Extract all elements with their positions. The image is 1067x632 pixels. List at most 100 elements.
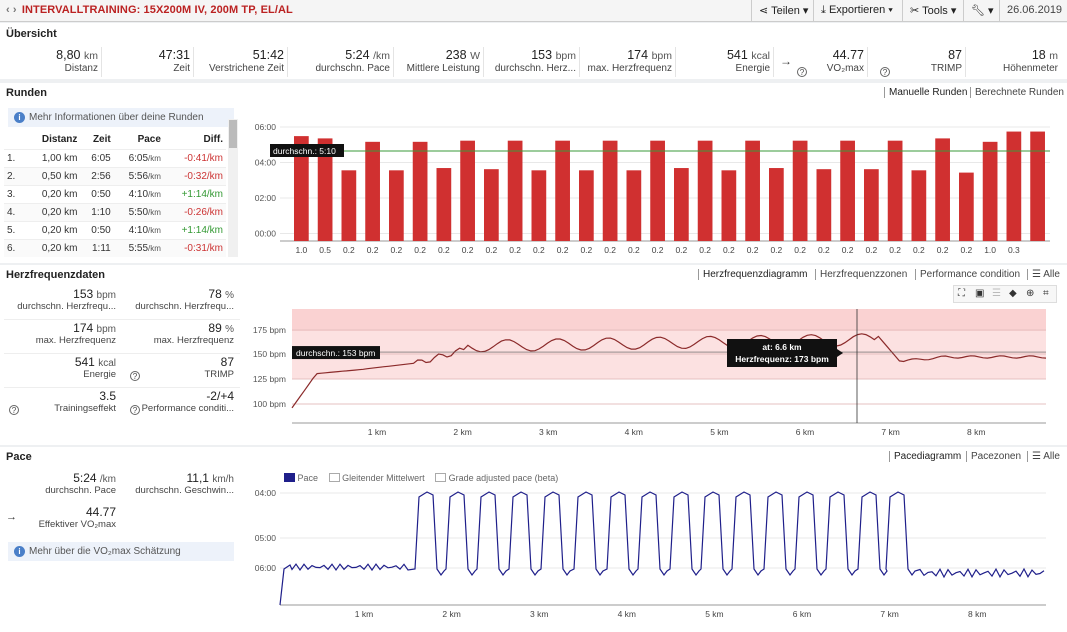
help-icon[interactable]: ?	[9, 405, 19, 415]
table-row[interactable]: 2. 0,50 km 2:56 5:56/km -0:32/km	[4, 167, 226, 185]
lap-bar[interactable]	[412, 141, 428, 241]
x-tick-label: 1 km	[368, 427, 386, 437]
lap-bar[interactable]	[864, 169, 879, 241]
lap-bar[interactable]	[531, 170, 547, 241]
laps-bar-chart[interactable]: 06:00 04:00 02:00 00:00 1.0 0.5 0.2 0.2 0.2 0.2 0.…	[244, 105, 1062, 261]
stat-unit: bpm	[555, 50, 576, 62]
export-button[interactable]: ⤓ Exportieren ▾	[813, 0, 900, 22]
lap-bar[interactable]	[602, 140, 618, 241]
hr-stat-label: max. Herzfrequenz	[35, 335, 116, 346]
col-diff[interactable]: Diff.	[203, 134, 223, 146]
lap-bar[interactable]	[365, 141, 380, 241]
table-row[interactable]: 5. 0,20 km 0:50 4:10/km +1:14/km	[4, 221, 226, 239]
wrench-button[interactable]: 🔧︎ ▾	[963, 0, 1001, 22]
stat-divider	[4, 353, 240, 354]
tag-icon[interactable]: ◆	[1009, 288, 1017, 299]
crop-icon[interactable]: ⌗	[1043, 288, 1049, 299]
lap-bar[interactable]	[721, 170, 737, 241]
lap-bar[interactable]	[436, 168, 452, 241]
lap-bar[interactable]	[341, 170, 357, 241]
save-icon[interactable]: ▣	[975, 288, 985, 299]
table-row[interactable]: 4. 0,20 km 1:10 5:50/km -0:26/km	[4, 203, 226, 221]
hr-stat-value: 541	[74, 355, 95, 369]
help-icon[interactable]: ?	[130, 371, 140, 381]
col-time[interactable]: Zeit	[92, 134, 111, 146]
legend-moving-average[interactable]: Gleitender Mittelwert	[328, 473, 425, 483]
tab-hr-all[interactable]: ☰ Alle	[1027, 269, 1060, 280]
stat-label: VO₂max	[826, 63, 864, 74]
lap-bar[interactable]	[555, 140, 570, 241]
lap-bar[interactable]	[389, 170, 404, 241]
col-pace[interactable]: Pace	[137, 134, 161, 146]
lap-bar[interactable]	[769, 168, 784, 241]
stat-value: 18	[1031, 48, 1046, 62]
lap-time: 6:05	[91, 152, 111, 164]
lap-bar[interactable]	[792, 140, 808, 241]
lap-bar[interactable]	[982, 141, 998, 241]
x-tick-label: 0.2	[462, 245, 474, 255]
tab-pace-all[interactable]: ☰ Alle	[1027, 451, 1060, 462]
pace-line[interactable]	[279, 491, 1045, 606]
arrow-right-icon: →	[780, 54, 792, 68]
col-distance[interactable]: Distanz	[41, 134, 78, 146]
table-row[interactable]: 1. 1,00 km 6:05 6:05/km -0:41/km	[4, 149, 226, 167]
y-tick-label: 04:00	[255, 158, 277, 168]
table-row[interactable]: 3. 0,20 km 0:50 4:10/km +1:14/km	[4, 185, 226, 203]
help-icon[interactable]: ?	[130, 405, 140, 415]
tab-performance-condition[interactable]: Performance condition	[915, 269, 1020, 280]
lap-bar[interactable]	[507, 140, 523, 241]
tab-hr-zones[interactable]: Herzfrequenzzonen	[815, 269, 907, 280]
lap-bar[interactable]	[674, 168, 689, 241]
lap-bar[interactable]	[816, 169, 832, 241]
lap-bar[interactable]	[650, 140, 665, 241]
lap-bar[interactable]	[460, 140, 475, 241]
legend-gap[interactable]: Grade adjusted pace (beta)	[435, 473, 558, 483]
hr-line-chart[interactable]: 175 bpm 150 bpm 125 bpm 100 bpm 1 km 2 km 3 km…	[244, 305, 1062, 445]
lap-bar[interactable]	[1006, 131, 1022, 241]
vo2max-label: Effektiver VO₂max	[38, 519, 116, 530]
lap-bar[interactable]	[626, 170, 642, 241]
lap-diff: +1:14/km	[181, 224, 223, 236]
tab-hr-diagram[interactable]: Herzfrequenzdiagramm	[698, 269, 808, 280]
lap-bar[interactable]	[294, 136, 309, 241]
lap-bar[interactable]	[579, 170, 594, 241]
laps-scrollbar-thumb[interactable]	[229, 120, 237, 148]
help-icon[interactable]: ?	[797, 67, 807, 77]
tab-pace-diagram[interactable]: Pacediagramm	[889, 451, 961, 462]
tab-manual-laps[interactable]: Manuelle Runden	[884, 87, 967, 98]
share-button[interactable]: ⋖ Teilen ▾	[751, 0, 815, 22]
x-tick-label: 0.2	[937, 245, 949, 255]
stat-divider	[675, 47, 676, 77]
laps-scrollbar[interactable]	[228, 119, 238, 257]
laps-info-box[interactable]: i Mehr Informationen über deine Runden	[8, 108, 234, 127]
chevron-right-icon[interactable]: ›	[12, 4, 17, 16]
lap-bar[interactable]	[887, 140, 903, 241]
lap-bar[interactable]	[745, 140, 760, 241]
table-row[interactable]: 6. 0,20 km 1:11 5:55/km -0:31/km	[4, 239, 226, 257]
tab-pace-zones[interactable]: Pacezonen	[966, 451, 1021, 462]
lap-bar[interactable]	[1030, 131, 1045, 241]
lap-bar[interactable]	[935, 138, 950, 241]
lap-bar[interactable]	[911, 170, 927, 241]
lap-bar[interactable]	[840, 140, 855, 241]
help-icon[interactable]: ?	[880, 67, 890, 77]
pace-stat-speed: 11,1 km/h durchschn. Geschwin...	[124, 471, 234, 496]
hr-line[interactable]	[291, 333, 1047, 409]
lap-bar[interactable]	[697, 140, 713, 241]
pace-line-chart[interactable]: 04:00 05:00 06:00 1 km 2 km 3 km 4 km 5 km 6 km 7…	[244, 487, 1062, 627]
legend-pace[interactable]: Pace	[284, 473, 318, 483]
lap-distance: 0,20 km	[41, 224, 78, 236]
hr-stat: 174 bpm max. Herzfrequenz	[6, 321, 116, 346]
lap-bar[interactable]	[484, 169, 499, 241]
overview-stat: 51:42 Verstrichene Zeit	[192, 48, 284, 74]
x-tick-label: 0.5	[319, 245, 331, 255]
table-icon[interactable]: ☰	[992, 288, 1001, 299]
chevron-left-icon[interactable]: ‹	[6, 4, 10, 16]
vo2max-info-box[interactable]: i Mehr über die VO₂max Schätzung	[8, 542, 234, 561]
lap-bar[interactable]	[317, 138, 333, 241]
tools-button[interactable]: ✂ Tools ▾	[902, 0, 963, 22]
crosshair-icon[interactable]: ⊕	[1026, 288, 1035, 299]
lap-bar[interactable]	[959, 172, 974, 241]
tab-calculated-laps[interactable]: Berechnete Runden	[970, 87, 1064, 98]
fullscreen-icon[interactable]: ⛶	[958, 288, 965, 299]
